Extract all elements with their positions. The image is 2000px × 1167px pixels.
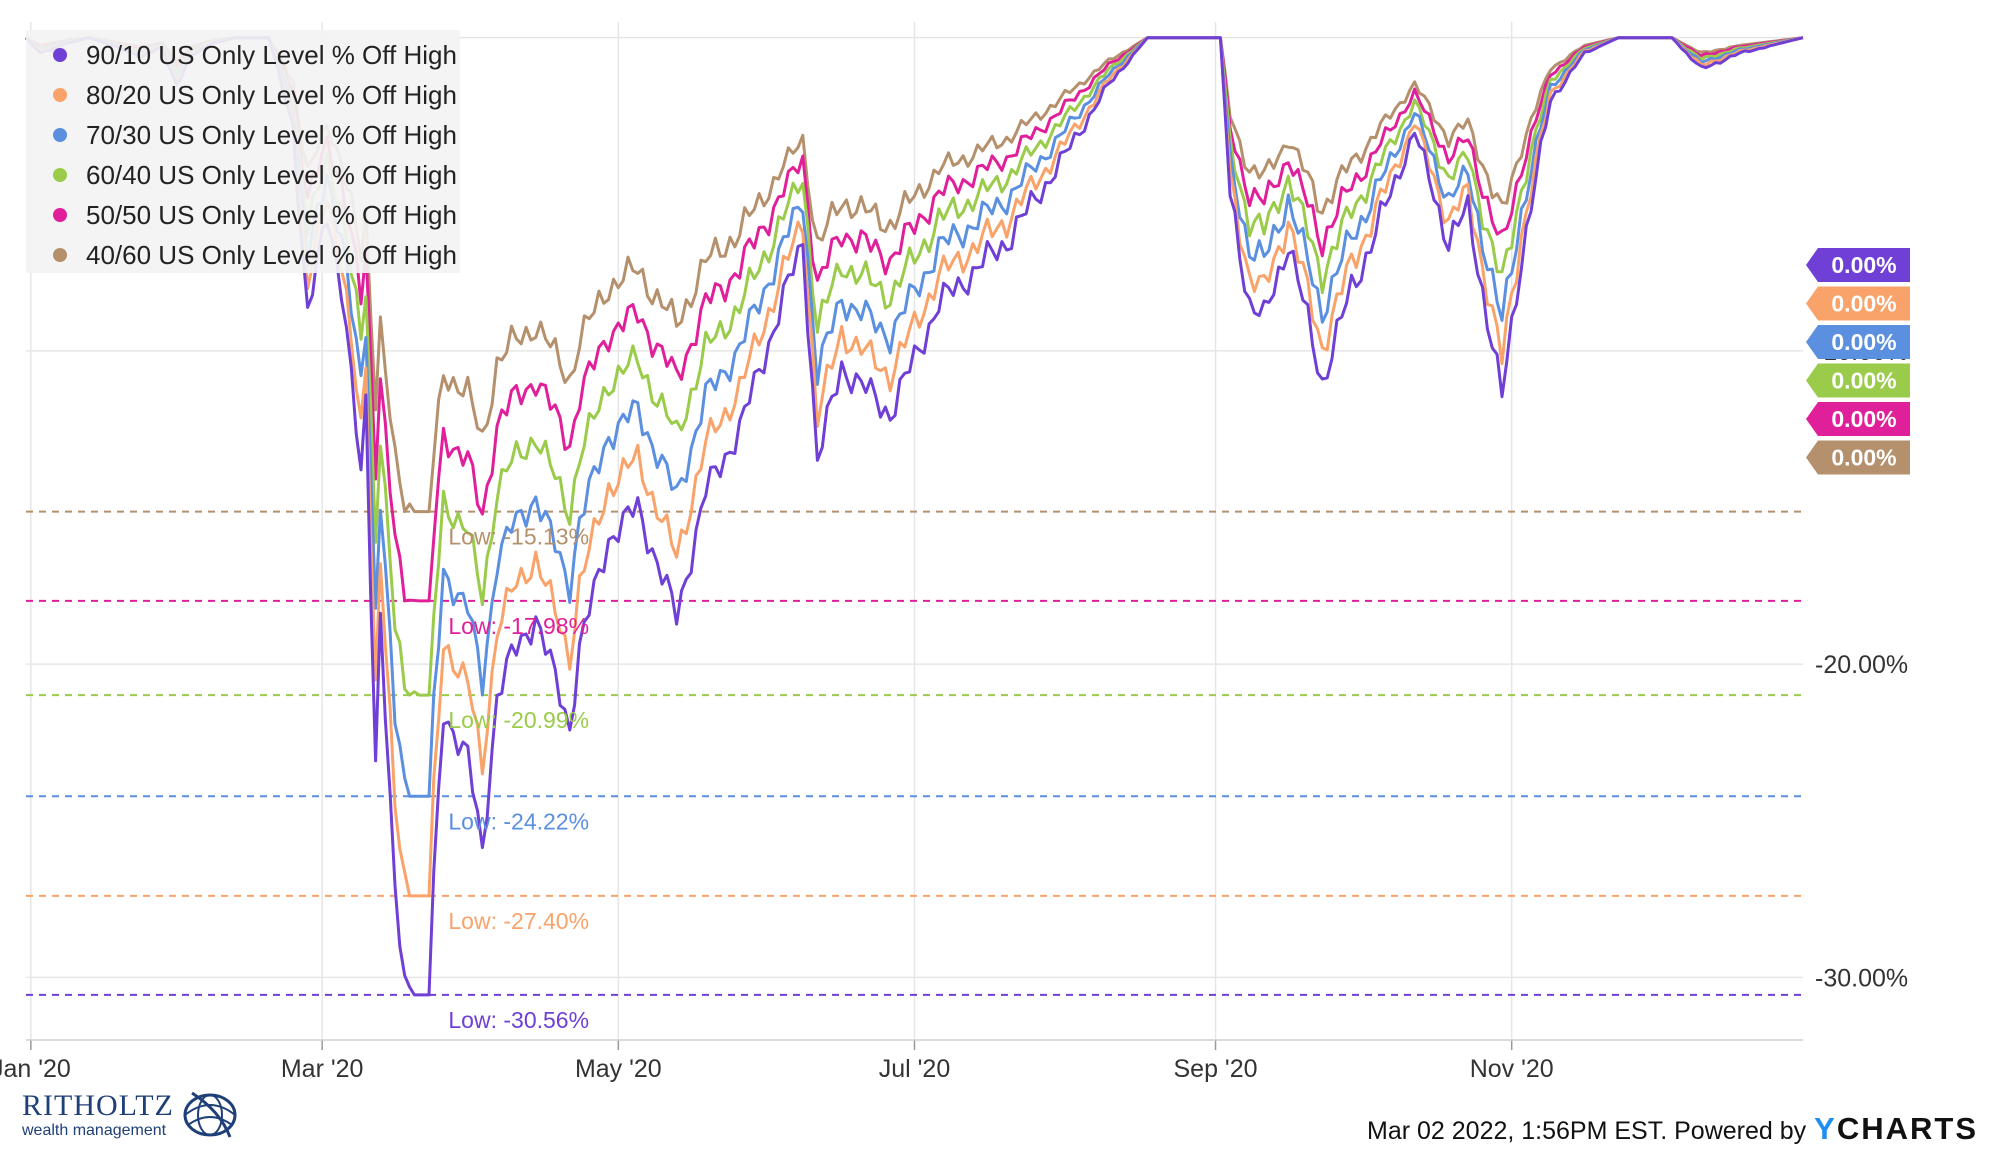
legend-marker [53,248,67,262]
end-value-text: 0.00% [1831,252,1896,278]
brand-subtitle: wealth management [22,1122,167,1139]
footer: Mar 02 2022, 1:56PM EST. Powered by YCHA… [1367,1111,1978,1147]
x-tick-label: Mar '20 [281,1055,364,1083]
end-value-badge-5 [1806,440,1910,475]
end-value-badge-2 [1806,325,1910,359]
legend-marker [53,88,67,102]
end-value-text: 0.00% [1831,368,1896,394]
end-value-badge-0 [1806,248,1910,282]
low-label: Low: -24.22% [448,808,589,834]
y-tick-label: -20.00% [1815,651,1908,679]
low-label: Low: -15.13% [448,524,589,550]
legend-entry[interactable]: 70/30 US Only Level % Off High [86,120,457,150]
brand-logo: RITHOLTZ wealth management [22,1085,240,1145]
low-label: Low: -30.56% [448,1007,589,1033]
brand-words: RITHOLTZ wealth management [22,1091,174,1139]
low-label: Low: -27.40% [448,908,589,934]
legend-entry[interactable]: 40/60 US Only Level % Off High [86,240,457,270]
low-label: Low: -20.99% [448,707,589,733]
x-tick-label: Sep '20 [1174,1055,1258,1083]
legend-marker [53,208,67,222]
legend-entry[interactable]: 60/40 US Only Level % Off High [86,160,457,190]
end-value-text: 0.00% [1831,445,1896,471]
legend-entry[interactable]: 80/20 US Only Level % Off High [86,80,457,110]
y-tick-label: -30.00% [1815,964,1908,992]
end-value-text: 0.00% [1831,329,1896,355]
legend-entry[interactable]: 90/10 US Only Level % Off High [86,40,457,70]
x-tick-label: Nov '20 [1470,1055,1554,1083]
low-labels: Low: -30.56% Low: -27.40% Low: -24.22% Low:… [448,524,589,1033]
end-value-text: 0.00% [1831,406,1896,432]
ycharts-logo[interactable]: YCHARTS [1814,1111,1978,1147]
end-value-badge-3 [1806,363,1910,398]
end-value-badges: 0.00% 0.00% 0.00% 0.00% 0.00% 0.00% [1806,248,1910,475]
brand-name: RITHOLTZ [22,1089,174,1122]
end-value-text: 0.00% [1831,291,1896,317]
ycharts-logo-rest: CHARTS [1836,1111,1978,1146]
end-value-badge-1 [1806,286,1910,321]
footer-timestamp: Mar 02 2022, 1:56PM EST. Powered by [1367,1117,1807,1145]
x-tick-label: May '20 [575,1055,662,1083]
legend-marker [53,48,67,62]
low-label: Low: -17.98% [448,613,589,639]
x-tick-label: Jan '20 [0,1055,71,1083]
legend-background [26,30,460,273]
low-lines [26,510,1803,996]
ycharts-logo-y: Y [1814,1111,1837,1146]
legend[interactable]: 90/10 US Only Level % Off High 80/20 US O… [26,30,460,273]
legend-entry[interactable]: 50/50 US Only Level % Off High [86,200,457,230]
x-tick-label: Jul '20 [879,1055,950,1083]
end-value-badge-4 [1806,402,1910,436]
globe-swirl-icon [183,1091,237,1138]
legend-marker [53,128,67,142]
legend-marker [53,168,67,182]
